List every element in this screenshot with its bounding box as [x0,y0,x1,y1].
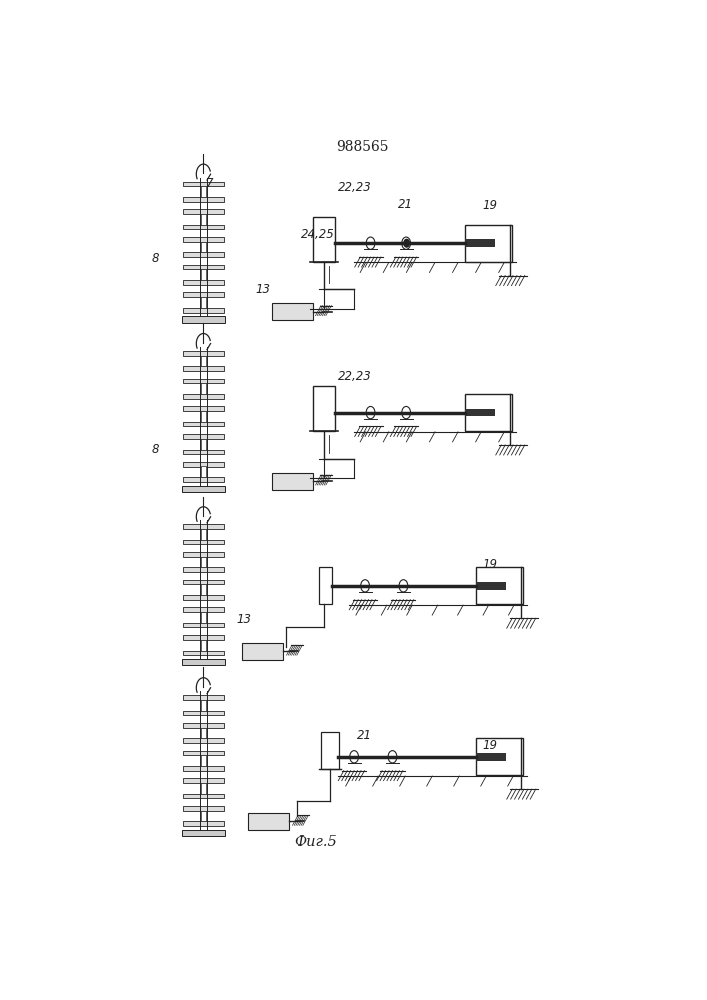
Bar [183,540,224,544]
Bar [183,280,224,285]
Text: 22,23: 22,23 [338,370,371,383]
Text: 7: 7 [206,177,214,190]
Bar [182,830,226,836]
Bar [201,811,206,821]
Bar [201,612,206,623]
Bar [183,595,224,600]
Text: 19: 19 [483,199,498,212]
Bar [201,783,206,794]
Bar [183,182,224,186]
Bar [201,269,206,280]
Bar [201,297,206,308]
Bar [183,366,224,371]
Bar [183,723,224,728]
Bar [183,225,224,229]
Bar [183,477,224,482]
Bar [319,567,332,604]
Bar [313,386,335,431]
Bar [183,711,224,715]
Bar [201,356,206,366]
Bar [183,524,224,529]
Text: 8: 8 [151,252,159,265]
Bar [183,821,224,826]
Bar [465,409,496,416]
Bar [183,434,224,439]
Text: 13: 13 [255,283,271,296]
Bar [182,486,226,492]
Bar [183,778,224,783]
Bar [183,292,224,297]
Bar [465,394,512,431]
Bar [183,635,224,640]
Text: 21: 21 [398,198,413,211]
Bar [242,643,283,660]
Bar [183,252,224,257]
Bar [201,584,206,595]
Text: 13: 13 [236,613,251,626]
Bar [183,567,224,572]
Bar [183,394,224,399]
Bar [183,695,224,700]
Bar [182,316,226,323]
Text: 19: 19 [483,558,498,571]
Bar [183,738,224,743]
Bar [201,383,206,394]
Bar [183,462,224,466]
Bar [183,580,224,584]
Bar [465,225,512,262]
Bar [183,806,224,811]
Bar [183,237,224,242]
Bar [183,651,224,655]
Bar [183,197,224,202]
Bar [201,640,206,651]
Bar [183,265,224,269]
Bar [183,351,224,356]
Bar [183,607,224,612]
Bar [321,732,339,769]
Circle shape [404,239,409,247]
Bar [201,529,206,540]
Bar [201,728,206,738]
Bar [477,738,523,775]
Bar [272,303,313,320]
Bar [477,567,523,604]
Bar [183,379,224,383]
Bar [201,186,206,197]
Bar [183,623,224,627]
Bar [477,582,506,590]
Bar [477,753,506,761]
Bar [313,217,335,262]
Text: 988565: 988565 [336,140,389,154]
Text: 21: 21 [357,729,372,742]
Bar [183,308,224,312]
Bar [201,755,206,766]
Bar [183,406,224,411]
Bar [201,439,206,450]
Bar [201,557,206,567]
Bar [201,466,206,477]
Bar [465,239,496,247]
Bar [201,411,206,422]
Bar [183,552,224,557]
Text: 19: 19 [483,739,498,752]
Bar [201,242,206,252]
Bar [183,766,224,771]
Bar [272,473,313,490]
Bar [183,209,224,214]
Bar [201,700,206,711]
Text: 8: 8 [151,443,159,456]
Text: Фиг.5: Фиг.5 [294,835,337,849]
Text: 24,25: 24,25 [301,228,334,241]
Bar [201,214,206,225]
Text: 22,23: 22,23 [338,181,371,194]
Bar [248,813,289,830]
Bar [183,751,224,755]
Bar [182,659,226,665]
Bar [183,422,224,426]
Bar [183,450,224,454]
Bar [183,794,224,798]
